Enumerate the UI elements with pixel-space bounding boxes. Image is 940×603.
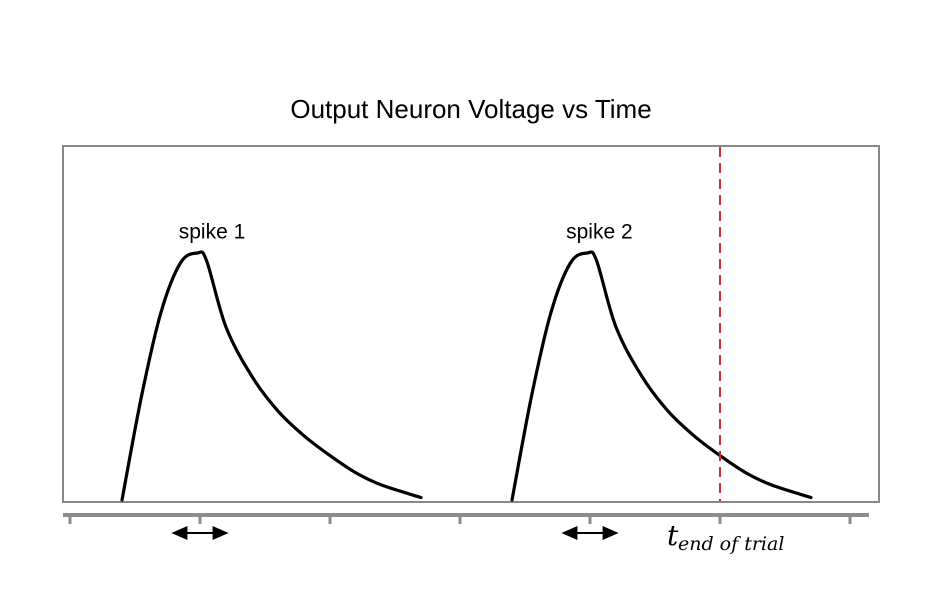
spike-curve-1 — [120, 250, 423, 502]
spike-label-2: spike 2 — [566, 221, 633, 244]
chart-title: Output Neuron Voltage vs Time — [290, 94, 651, 124]
jitter-arrow-1 — [171, 526, 229, 540]
plot-frame — [62, 145, 880, 503]
spike-label-1: spike 1 — [179, 221, 246, 244]
tend-label-main: t — [667, 519, 679, 552]
jitter-arrow-2 — [561, 526, 619, 540]
spike-curve-2 — [510, 250, 813, 502]
tend-label-subscript: end of trial — [678, 533, 784, 555]
